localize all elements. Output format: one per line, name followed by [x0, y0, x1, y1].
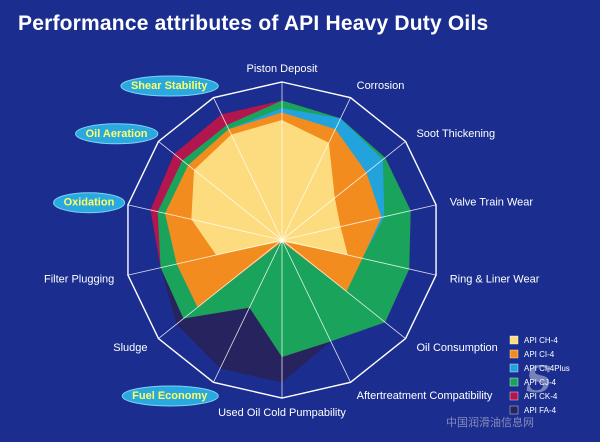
legend-swatch: [509, 363, 519, 373]
highlight-bubble: [121, 385, 219, 407]
legend-swatch: [509, 391, 519, 401]
legend-label: API CH-4: [524, 336, 558, 345]
legend-label: API CI-4: [524, 350, 555, 359]
axis-label: Filter Plugging: [44, 273, 114, 285]
axis-label-group: Filter Plugging: [44, 273, 114, 285]
axis-label-group: Soot Thickening: [416, 128, 495, 140]
legend-label: API FA-4: [524, 406, 557, 415]
legend-swatch: [509, 377, 519, 387]
axis-label: Sludge: [113, 342, 147, 354]
axis-label-group: Oil Aeration: [75, 123, 159, 145]
axis-spoke: [127, 239, 283, 276]
axis-spoke: [127, 204, 283, 241]
legend-swatch: [509, 405, 519, 415]
axis-label-group: Ring & Liner Wear: [450, 273, 540, 285]
axis-label: Soot Thickening: [416, 128, 495, 140]
axis-label: Ring & Liner Wear: [450, 273, 540, 285]
axis-spoke: [281, 97, 351, 241]
axis-label-group: Sludge: [113, 342, 147, 354]
watermark: S 中国润滑油信息网: [446, 359, 552, 429]
legend-label: API CI-4Plus: [524, 364, 570, 373]
axis-labels: Piston Deposit Corrosion Soot Thickening Va…: [44, 63, 540, 419]
axis-label: Oil Aeration: [86, 128, 148, 140]
axis-label: Used Oil Cold Pumpability: [218, 407, 346, 419]
axis-spoke: [281, 239, 406, 339]
series-area-api-ch-4: [191, 120, 348, 256]
axis-spoke: [158, 239, 283, 339]
axis-spoke: [158, 141, 283, 241]
axis-label: Fuel Economy: [132, 390, 208, 402]
axis-label: Aftertreatment Compatibility: [357, 390, 493, 402]
axis-label-group: Corrosion: [357, 80, 405, 92]
legend-label: API CK-4: [524, 392, 558, 401]
axis-spoke: [281, 204, 437, 241]
axis-label-group: Fuel Economy: [121, 385, 219, 407]
legend-swatch: [509, 335, 519, 345]
watermark-logo: S: [526, 359, 552, 401]
axis-label: Shear Stability: [131, 80, 208, 92]
axis-label-group: Aftertreatment Compatibility: [357, 390, 493, 402]
axis-label: Oxidation: [64, 197, 115, 209]
legend-swatch: [509, 349, 519, 359]
highlight-bubble: [53, 192, 126, 214]
axis-spoke: [281, 239, 437, 276]
axis-label-group: Used Oil Cold Pumpability: [218, 407, 346, 419]
watermark-text: 中国润滑油信息网: [446, 415, 534, 429]
axis-spoke: [281, 239, 351, 383]
axis-label: Valve Train Wear: [450, 197, 534, 209]
axis-label-group: Oxidation: [53, 192, 126, 214]
highlight-bubble: [120, 75, 219, 97]
legend: API CH-4 API CI-4 API CI-4Plus API CJ-4 API …: [509, 335, 570, 415]
axis-label: Corrosion: [357, 80, 405, 92]
axis-label-group: Shear Stability: [120, 75, 219, 97]
axis-spoke: [281, 141, 406, 241]
axis-spoke: [213, 97, 283, 241]
axis-label-group: Piston Deposit: [247, 63, 318, 75]
axis-label-group: Valve Train Wear: [450, 197, 534, 209]
chart-title: Performance attributes of API Heavy Duty…: [18, 12, 489, 35]
axis-label: Oil Consumption: [416, 342, 497, 354]
radar-spokes: [127, 82, 437, 398]
axis-label-group: Oil Consumption: [416, 342, 497, 354]
axis-label: Piston Deposit: [247, 63, 318, 75]
highlight-bubble: [75, 123, 159, 145]
axis-spoke: [213, 239, 283, 383]
legend-label: API CJ-4: [524, 378, 557, 387]
